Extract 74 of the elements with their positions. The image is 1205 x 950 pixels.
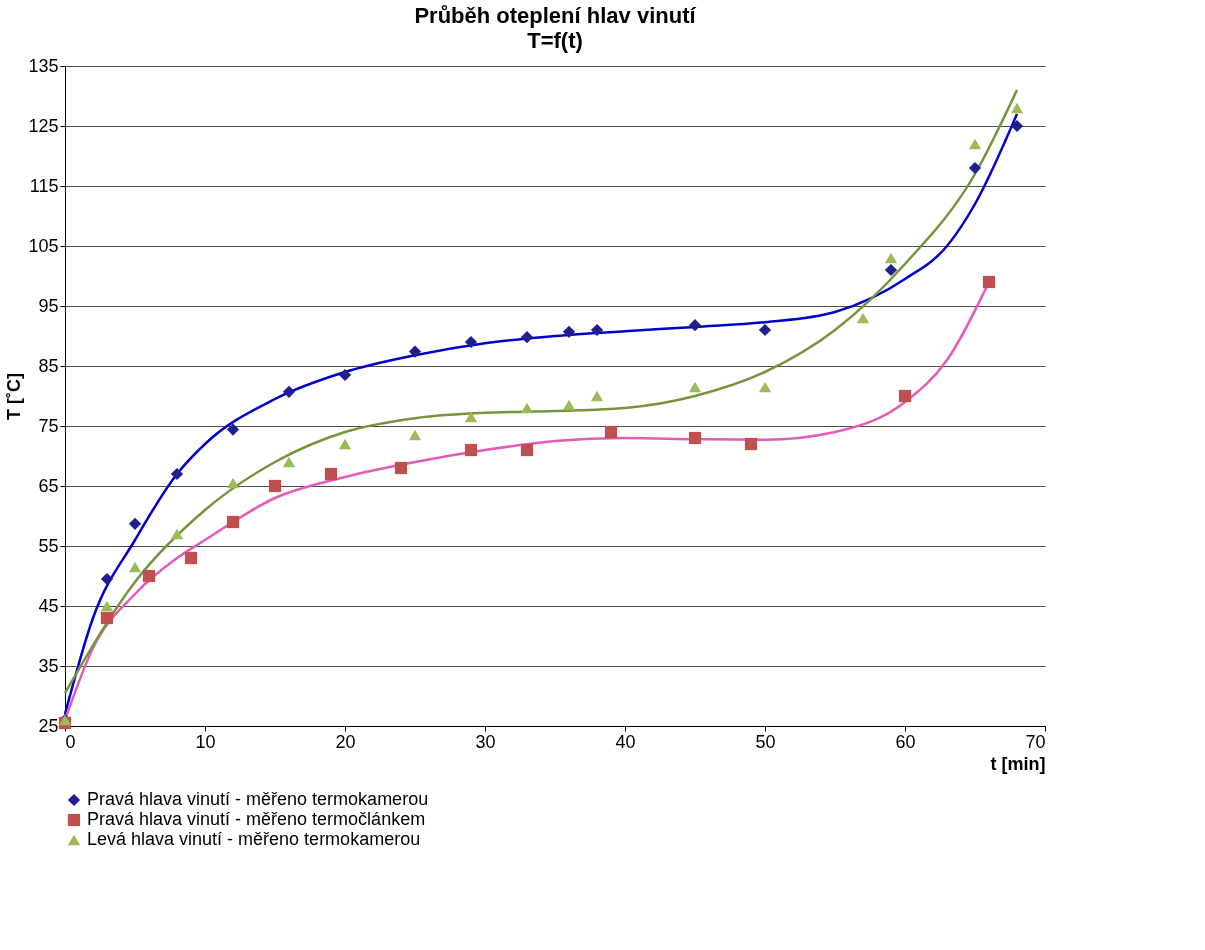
point bbox=[758, 323, 772, 337]
point bbox=[338, 438, 352, 450]
point bbox=[226, 515, 240, 529]
point bbox=[142, 569, 156, 583]
point bbox=[170, 528, 184, 540]
x-tick-label: 20 bbox=[335, 731, 356, 752]
point bbox=[100, 572, 114, 586]
point bbox=[604, 425, 618, 439]
y-tick-label: 75 bbox=[38, 415, 59, 436]
point bbox=[744, 437, 758, 451]
point bbox=[758, 381, 772, 393]
x-tick-label: 30 bbox=[475, 731, 496, 752]
point bbox=[520, 402, 534, 414]
point bbox=[562, 399, 576, 411]
point bbox=[520, 443, 534, 457]
point bbox=[562, 325, 576, 338]
x-tick-label: 60 bbox=[895, 731, 916, 752]
y-tick-label: 25 bbox=[38, 715, 59, 736]
point bbox=[884, 252, 898, 264]
y-axis-title: T [˚C] bbox=[4, 373, 25, 420]
point bbox=[128, 561, 142, 573]
point bbox=[408, 345, 422, 358]
point bbox=[282, 456, 296, 468]
legend-label: Pravá hlava vinutí - měřeno termokamerou bbox=[87, 789, 429, 809]
point bbox=[268, 479, 282, 493]
x-tick-label: 40 bbox=[615, 731, 636, 752]
point bbox=[100, 600, 114, 612]
point bbox=[464, 335, 478, 349]
point bbox=[688, 431, 702, 445]
point bbox=[856, 312, 870, 324]
y-tick-label: 105 bbox=[28, 235, 59, 256]
point bbox=[464, 411, 478, 423]
chart-subtitle: T=f(t) bbox=[527, 28, 583, 53]
point bbox=[898, 389, 912, 403]
point bbox=[590, 390, 604, 402]
point bbox=[464, 443, 478, 457]
x-tick-label: 10 bbox=[195, 731, 216, 752]
point bbox=[688, 381, 702, 393]
y-tick-label: 115 bbox=[29, 175, 59, 196]
point bbox=[688, 319, 702, 332]
y-tick-label: 95 bbox=[38, 295, 59, 316]
y-tick-label: 55 bbox=[38, 535, 59, 556]
point bbox=[324, 467, 338, 481]
x-tick-label: 0 bbox=[65, 731, 76, 752]
point bbox=[982, 275, 996, 289]
x-tick-label: 50 bbox=[755, 731, 776, 752]
point bbox=[408, 429, 422, 441]
point bbox=[226, 423, 240, 436]
point bbox=[590, 323, 604, 337]
point bbox=[884, 263, 898, 277]
legend-label: Levá hlava vinutí - měřeno termokamerou bbox=[87, 829, 421, 849]
point bbox=[1010, 102, 1024, 114]
point bbox=[1010, 119, 1024, 133]
chart-title: Průběh oteplení hlav vinutí bbox=[414, 3, 697, 28]
point bbox=[394, 461, 408, 475]
y-tick-label: 125 bbox=[28, 115, 59, 136]
point bbox=[282, 385, 296, 398]
y-tick-label: 65 bbox=[38, 475, 59, 496]
point bbox=[100, 611, 114, 625]
point bbox=[968, 161, 982, 175]
y-tick-label: 45 bbox=[38, 595, 59, 616]
y-tick-label: 85 bbox=[38, 355, 59, 376]
point bbox=[128, 517, 142, 530]
y-tick-label: 35 bbox=[38, 655, 59, 676]
x-tick-label: 70 bbox=[1025, 731, 1046, 752]
point bbox=[184, 551, 198, 565]
y-tick-label: 135 bbox=[28, 55, 59, 76]
legend-label: Pravá hlava vinutí - měřeno termočlánkem bbox=[87, 809, 426, 829]
x-axis-title: t [min] bbox=[990, 753, 1046, 774]
point bbox=[338, 368, 352, 382]
point bbox=[520, 331, 534, 344]
point bbox=[968, 138, 982, 150]
point bbox=[226, 477, 240, 489]
point bbox=[170, 467, 184, 481]
